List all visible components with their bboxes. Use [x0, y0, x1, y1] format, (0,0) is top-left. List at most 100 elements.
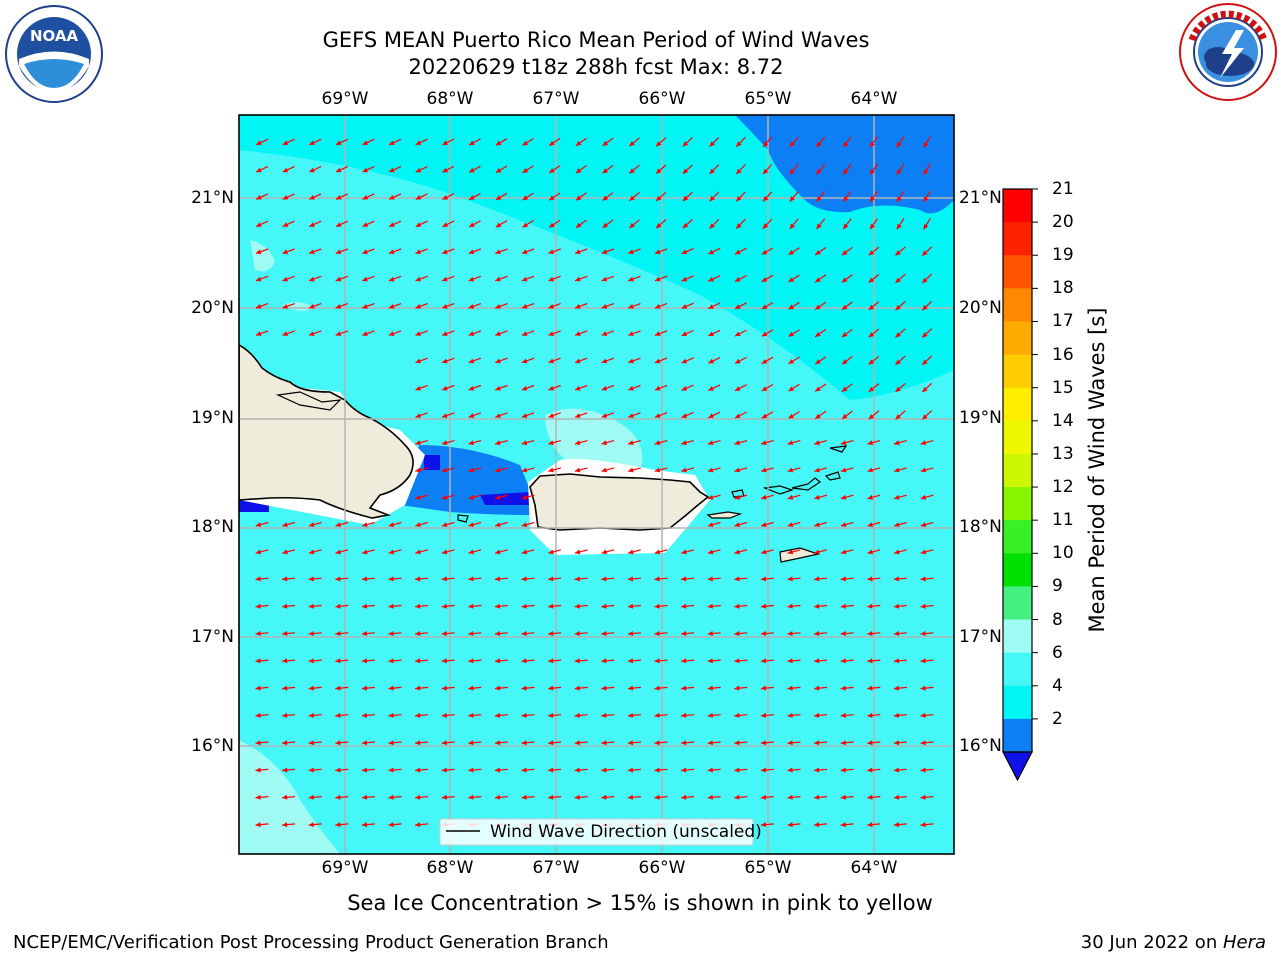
wind-wave-arrowhead: [548, 712, 554, 718]
wind-wave-arrowhead: [842, 332, 848, 337]
wind-wave-arrowhead: [468, 467, 474, 473]
wind-wave-arrowhead: [548, 685, 554, 691]
wind-wave-arrowhead: [415, 603, 421, 609]
wind-wave-arrowhead: [468, 712, 474, 718]
wind-wave-arrowhead: [548, 767, 554, 773]
wind-wave-arrowhead: [574, 440, 581, 446]
wind-wave-arrowhead: [602, 195, 609, 201]
wind-wave-arrowhead: [735, 304, 741, 309]
wind-wave-arrowhead: [574, 576, 580, 582]
wind-wave-arrowhead: [495, 195, 502, 200]
wind-wave-arrowhead: [707, 522, 714, 527]
wind-wave-arrowhead: [308, 658, 314, 664]
wind-wave-arrowhead: [601, 794, 607, 800]
colorbar-cell: [1003, 222, 1032, 256]
wind-wave-arrowhead: [574, 712, 580, 718]
wind-wave-arrowhead: [840, 549, 847, 555]
wind-wave-arrowhead: [388, 276, 395, 282]
wind-wave-arrowhead: [522, 195, 529, 201]
wind-wave-arrowhead: [495, 413, 501, 418]
wind-wave-arrowhead: [521, 331, 528, 336]
wind-wave-arrowhead: [574, 794, 580, 800]
wind-wave-arrowhead: [708, 249, 714, 255]
wind-wave-arrowhead: [787, 712, 793, 718]
wind-wave-arrowhead: [656, 141, 662, 147]
colorbar-cell: [1003, 553, 1032, 587]
wind-wave-arrowhead: [601, 249, 608, 255]
wind-wave-arrowhead: [682, 141, 689, 147]
lon-top-65: 65°W: [744, 89, 792, 109]
lat-left-16: 16°N: [191, 736, 234, 756]
wind-wave-arrowhead: [362, 276, 368, 282]
wind-wave-arrowhead: [548, 467, 554, 473]
lon-top-67: 67°W: [532, 89, 580, 109]
wind-wave-arrowhead: [734, 603, 740, 609]
wind-wave-arrowhead: [920, 794, 926, 800]
wind-wave-arrowhead: [920, 631, 926, 636]
wind-wave-arrowhead: [469, 222, 475, 227]
lon-top-68: 68°W: [426, 89, 474, 109]
wind-wave-arrowhead: [708, 331, 714, 336]
wind-wave-arrowhead: [415, 304, 421, 309]
wind-wave-arrowhead: [707, 494, 714, 500]
wind-wave-arrowhead: [814, 549, 820, 555]
wind-wave-arrowhead: [282, 522, 288, 527]
lat-right-21: 21°N: [959, 188, 1002, 208]
wind-wave-arrowhead: [442, 358, 448, 364]
wind-wave-arrowhead: [255, 304, 262, 309]
wind-wave-arrowhead: [629, 141, 635, 147]
wind-wave-arrowhead: [629, 168, 635, 174]
wind-wave-arrowhead: [707, 794, 713, 800]
wind-wave-arrowhead: [922, 359, 928, 365]
wind-wave-arrowhead: [494, 767, 501, 773]
wind-wave-arrowhead: [309, 222, 315, 227]
wind-wave-arrowhead: [495, 467, 501, 473]
wind-wave-arrowhead: [734, 631, 740, 636]
wind-wave-arrowhead: [282, 140, 289, 145]
wind-wave-arrowhead: [468, 794, 474, 800]
wind-wave-arrowhead: [867, 822, 873, 828]
wind-wave-arrowhead: [656, 168, 662, 174]
wind-wave-arrowhead: [256, 167, 262, 173]
wind-wave-arrowhead: [628, 276, 634, 282]
wind-wave-arrowhead: [895, 250, 901, 256]
wind-wave-arrowhead: [896, 169, 902, 175]
wind-wave-arrowhead: [787, 822, 793, 828]
lon-bottom-66: 66°W: [638, 858, 686, 878]
wind-wave-arrowhead: [894, 467, 900, 473]
wind-wave-arrowhead: [735, 277, 741, 282]
wind-wave-arrowhead: [335, 603, 341, 609]
nws-logo: [1179, 3, 1277, 101]
wind-wave-arrowhead: [549, 195, 555, 201]
lon-bottom-67: 67°W: [532, 858, 580, 878]
wind-wave-arrowhead: [282, 276, 288, 282]
wind-wave-arrowhead: [734, 576, 740, 582]
wind-wave-arrowhead: [815, 413, 821, 419]
wind-wave-arrowhead: [840, 794, 846, 800]
wind-wave-arrowhead: [494, 685, 501, 691]
wind-wave-arrowhead: [815, 304, 821, 310]
wind-wave-arrowhead: [681, 249, 688, 255]
wind-wave-arrowhead: [707, 712, 713, 718]
wind-wave-arrowhead: [654, 603, 660, 609]
wind-wave-arrowhead: [628, 331, 634, 336]
colorbar: [1002, 188, 1038, 782]
wind-wave-arrowhead: [495, 304, 501, 309]
colorbar-cell: [1003, 586, 1032, 621]
wind-wave-arrowhead: [335, 549, 341, 555]
wind-wave-arrowhead: [549, 168, 555, 173]
wind-wave-arrowhead: [681, 767, 687, 773]
wind-wave-arrowhead: [442, 249, 448, 255]
wind-wave-arrowhead: [761, 467, 767, 473]
wind-wave-arrowhead: [442, 140, 448, 145]
wind-wave-arrowhead: [920, 603, 926, 609]
wind-wave-arrowhead: [415, 522, 421, 527]
lat-right-20: 20°N: [959, 298, 1002, 318]
map-frame: [238, 114, 955, 855]
wind-wave-arrowhead: [707, 549, 714, 555]
wind-wave-arrowhead: [309, 140, 315, 145]
colorbar-cell: [1003, 321, 1032, 356]
wind-wave-arrowhead: [843, 223, 849, 230]
wind-wave-arrowhead: [761, 549, 767, 555]
wind-wave-arrowhead: [734, 440, 740, 446]
